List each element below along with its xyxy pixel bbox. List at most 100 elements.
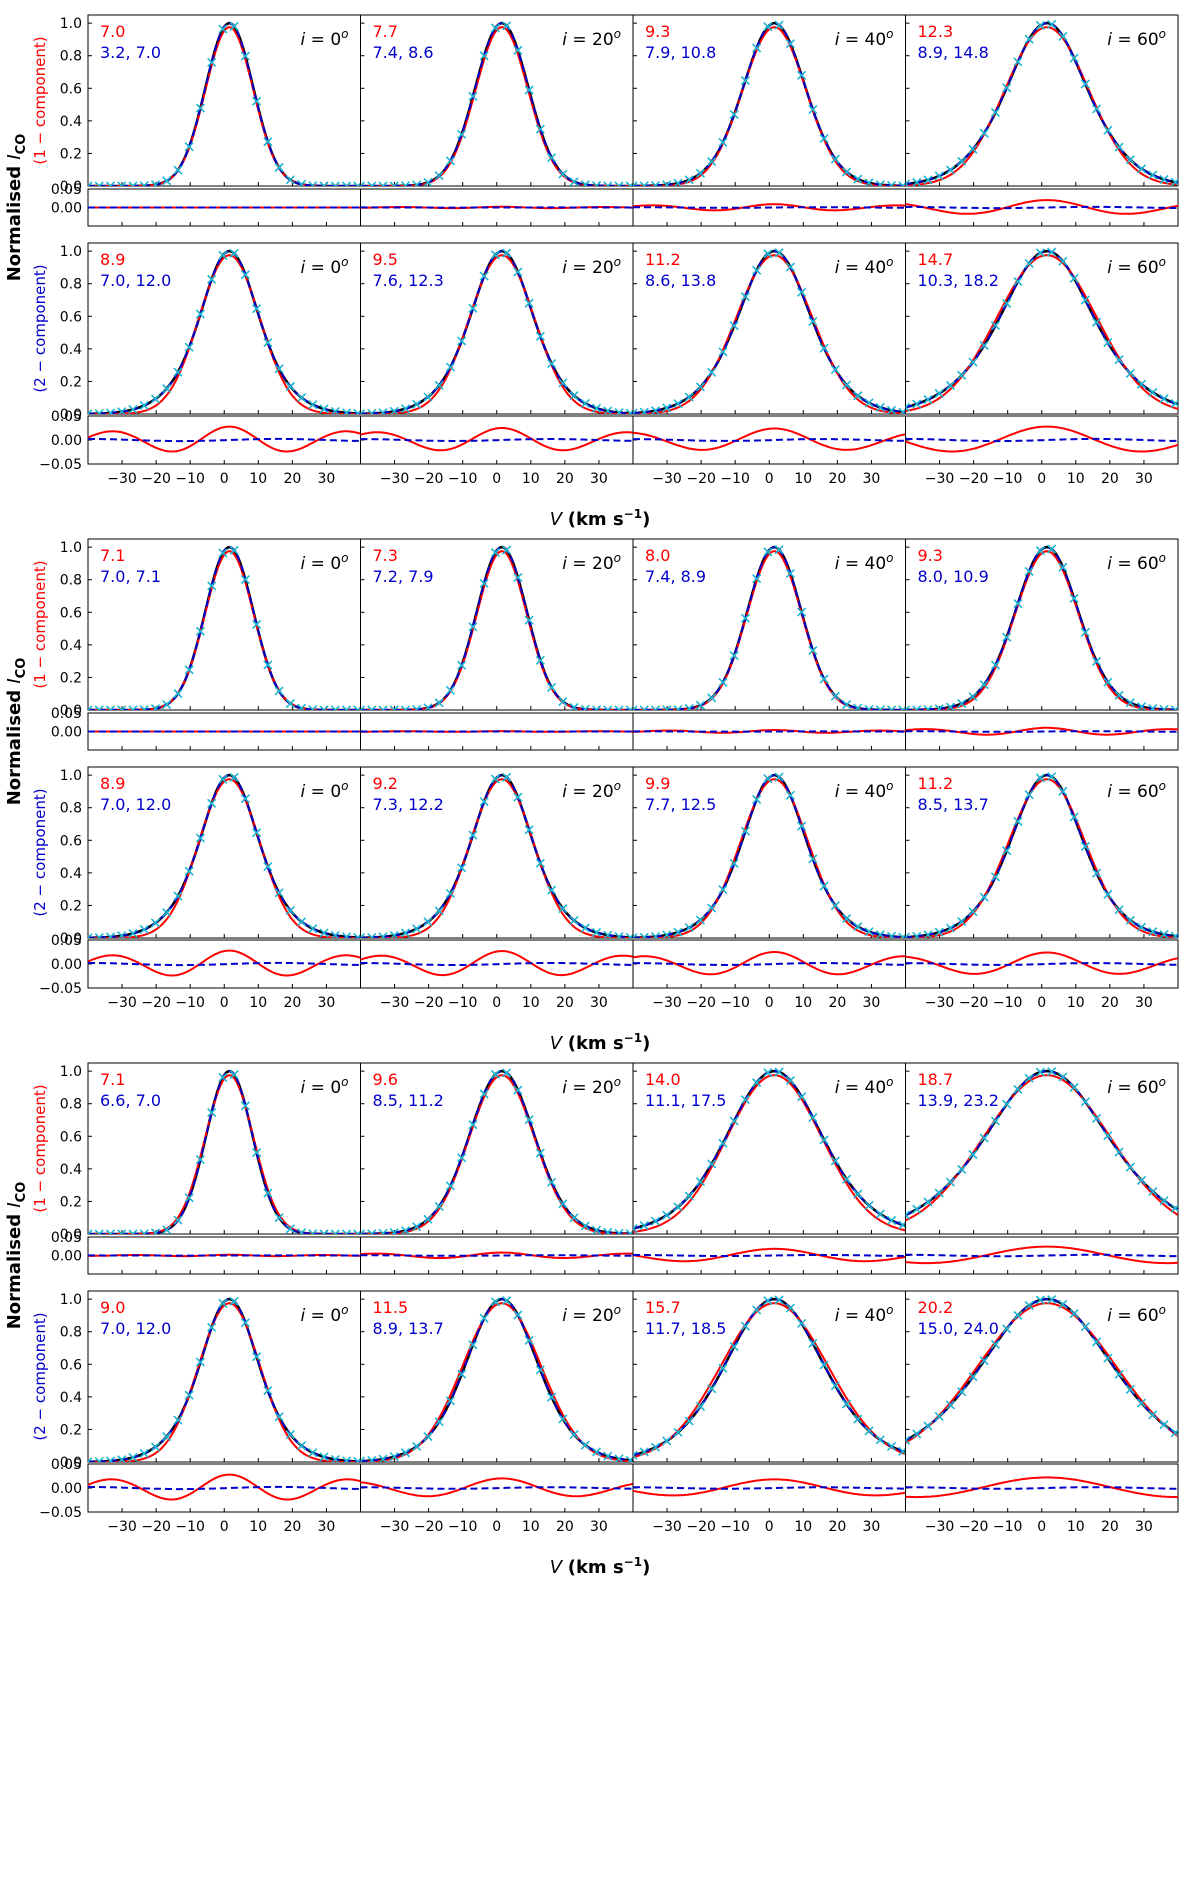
red-annotation: 11.2 (645, 250, 681, 269)
inclination-label: i = 40o (835, 255, 894, 278)
red-annotation: 7.7 (373, 22, 398, 41)
x-tick-label: 10 (249, 995, 267, 1011)
x-tick-label: −30 (107, 471, 137, 487)
resid-curves (633, 1249, 906, 1261)
panel-b1-r1-p4: 12.3 8.9, 14.8i = 60o (902, 15, 1180, 226)
blue-annotation: 7.4, 8.6 (373, 43, 434, 62)
x-tick-label: 20 (1101, 995, 1119, 1011)
resid-curves (906, 953, 1179, 974)
resid-curves (633, 204, 906, 210)
x-tick-label: 30 (863, 1519, 881, 1535)
inclination-label: i = 60o (1107, 1075, 1166, 1098)
red-annotation: 11.5 (373, 1298, 409, 1317)
blue-annotation: 8.9, 13.7 (373, 1319, 444, 1338)
x-tick-label: −20 (686, 995, 716, 1011)
x-tick-label: 30 (590, 995, 608, 1011)
model-point (1081, 1323, 1089, 1331)
x-tick-label: −10 (175, 995, 205, 1011)
model-point (559, 698, 567, 706)
model-point (570, 392, 578, 400)
x-tick-label: 20 (1101, 1519, 1119, 1535)
model-point (503, 1069, 511, 1077)
resid-curves (633, 952, 906, 974)
red-annotation: 9.3 (645, 22, 670, 41)
blue-annotation: 7.0, 7.1 (100, 567, 161, 586)
y-axis-label: Normalised ICO (4, 658, 29, 806)
x-tick-label: −30 (380, 995, 410, 1011)
x-tick-label: 0 (1037, 995, 1046, 1011)
x-tick-label: −10 (993, 995, 1023, 1011)
model-point (876, 1210, 884, 1218)
y-tick-label: 0.2 (60, 374, 82, 390)
model-point (1138, 1176, 1146, 1184)
red-annotation: 15.7 (645, 1298, 681, 1317)
model-point (946, 166, 954, 174)
red-annotation: 11.2 (918, 774, 954, 793)
resid-curves (361, 207, 634, 208)
red-annotation: 8.0 (645, 546, 670, 565)
x-tick-label: −20 (141, 1519, 171, 1535)
red-annotation: 12.3 (918, 22, 954, 41)
blue-annotation: 8.5, 13.7 (918, 795, 989, 814)
blue-annotation: 8.9, 14.8 (918, 43, 989, 62)
blue-annotation: 11.7, 18.5 (645, 1319, 726, 1338)
x-tick-label: 30 (1135, 471, 1153, 487)
panel-b2-r1-p4: 9.38.0, 10.9i = 60o (902, 539, 1180, 750)
resid-y-tick-label: 0.00 (51, 1481, 82, 1497)
y-tick-label: 0.4 (60, 342, 82, 358)
panel-b2-r1-p3: 8.07.4, 8.9i = 40o (629, 539, 907, 750)
blue-annotation: 11.1, 17.5 (645, 1091, 726, 1110)
red-annotation: 7.0 (100, 22, 125, 41)
x-tick-label: 20 (828, 471, 846, 487)
x-tick-label: 10 (1067, 995, 1085, 1011)
panel-b2-r1-p2: 7.37.2, 7.9i = 20o (357, 539, 635, 750)
inclination-label: i = 20o (562, 255, 621, 278)
model-point (1014, 1085, 1022, 1093)
panel-b3-r1-p3: 14.011.1, 17.5i = 40o (629, 1063, 907, 1274)
x-tick-label: 20 (283, 1519, 301, 1535)
y-tick-label: 0.6 (60, 1357, 82, 1373)
x-tick-label: −20 (959, 471, 989, 487)
model-point (424, 393, 432, 401)
blue-annotation: 13.9, 23.2 (918, 1091, 999, 1110)
model-point (275, 687, 283, 695)
model-point (174, 690, 182, 698)
x-tick-label: −20 (959, 1519, 989, 1535)
x-tick-label: 20 (1101, 471, 1119, 487)
blue-annotation: 8.6, 13.8 (645, 271, 716, 290)
resid-y-tick-label: 0.05 (51, 1457, 82, 1473)
x-tick-label: 0 (765, 471, 774, 487)
x-axis-label: V (km s−1) (550, 1555, 651, 1578)
y-tick-label: 0.2 (60, 1422, 82, 1438)
double-gaussian-residual-line (361, 963, 634, 965)
double-gaussian-residual-line (906, 963, 1179, 965)
model-point (286, 176, 294, 184)
row-label: (1 − component) (31, 560, 49, 688)
resid-y-tick-label: 0.05 (51, 1230, 82, 1246)
x-tick-label: −20 (414, 995, 444, 1011)
panel-b3-r1-p2: 9.68.5, 11.2i = 20o (357, 1063, 635, 1274)
inclination-label: i = 20o (562, 779, 621, 802)
inclination-label: i = 20o (562, 27, 621, 50)
blue-annotation: 7.0, 12.0 (100, 1319, 171, 1338)
x-tick-label: 10 (522, 471, 540, 487)
red-annotation: 9.6 (373, 1070, 398, 1089)
y-tick-label: 0.4 (60, 114, 82, 130)
resid-y-tick-label: −0.05 (39, 1505, 82, 1521)
red-annotation: 20.2 (918, 1298, 954, 1317)
x-tick-label: 10 (794, 1519, 812, 1535)
inclination-label: i = 40o (835, 779, 894, 802)
x-axis-label: V (km s−1) (550, 1031, 651, 1054)
resid-curves (88, 1255, 361, 1256)
x-tick-label: −10 (448, 471, 478, 487)
x-tick-label: 20 (556, 1519, 574, 1535)
blue-annotation: 7.0, 12.0 (100, 271, 171, 290)
model-point (876, 1436, 884, 1444)
x-tick-label: 30 (318, 995, 336, 1011)
